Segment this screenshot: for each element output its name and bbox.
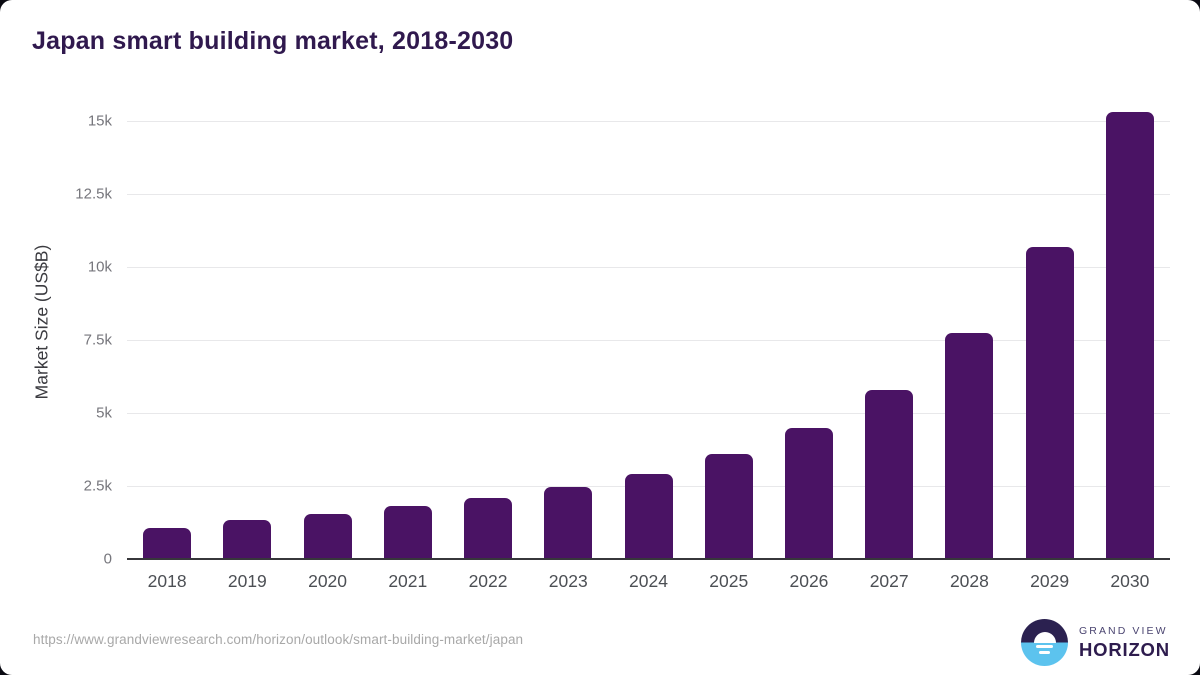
sun-reflection-line-1	[1036, 644, 1053, 648]
gridline-5k	[127, 412, 1170, 414]
y-tick-10k: 10k	[87, 258, 112, 276]
bar-2022[interactable]	[464, 497, 513, 559]
bar-2018[interactable]	[143, 528, 192, 559]
y-tick-12.5k: 12.5k	[75, 185, 112, 203]
x-tick-2023: 2023	[548, 571, 588, 591]
logo-product-name: HORIZON	[1079, 638, 1170, 660]
bar-2023[interactable]	[544, 487, 593, 559]
gridline-7.5k	[127, 339, 1170, 341]
sun-reflection-line-2	[1039, 650, 1050, 654]
x-tick-2030: 2030	[1110, 571, 1150, 591]
x-axis-line	[127, 558, 1170, 560]
x-tick-2021: 2021	[388, 571, 428, 591]
bar-2019[interactable]	[223, 519, 272, 559]
bar-2028[interactable]	[945, 332, 994, 559]
bar-2020[interactable]	[303, 513, 352, 559]
x-tick-2029: 2029	[1030, 571, 1070, 591]
horizon-sunrise-icon	[1021, 619, 1068, 666]
bar-2030[interactable]	[1105, 112, 1154, 559]
gridline-12.5k	[127, 193, 1170, 195]
chart-title: Japan smart building market, 2018-2030	[32, 27, 514, 55]
x-tick-2026: 2026	[789, 571, 829, 591]
x-tick-2028: 2028	[949, 571, 989, 591]
y-tick-0: 0	[103, 550, 112, 568]
x-tick-2025: 2025	[709, 571, 749, 591]
gridline-10k	[127, 266, 1170, 268]
gridline-15k	[127, 120, 1170, 122]
bar-2029[interactable]	[1025, 246, 1074, 559]
bar-2026[interactable]	[784, 427, 833, 559]
y-axis-ticks: 0 2.5k 5k 7.5k 10k 12.5k 15k	[0, 95, 112, 568]
bar-2024[interactable]	[624, 474, 673, 559]
x-tick-2024: 2024	[629, 571, 668, 591]
logo-text: GRAND VIEW HORIZON	[1079, 625, 1170, 661]
x-tick-2020: 2020	[308, 571, 348, 591]
bar-2021[interactable]	[383, 506, 432, 559]
logo-brand-name: GRAND VIEW	[1079, 624, 1168, 637]
x-tick-2022: 2022	[468, 571, 508, 591]
bar-2025[interactable]	[704, 453, 753, 559]
plot-area	[127, 95, 1170, 560]
bar-2027[interactable]	[865, 389, 914, 559]
y-tick-2.5k: 2.5k	[83, 477, 112, 495]
sun-dome-shape	[1033, 631, 1056, 643]
x-axis-labels: 2018 2019 2020 2021 2022 2023 2024 2025 2026 2027…	[127, 571, 1170, 595]
y-tick-15k: 15k	[87, 112, 112, 130]
grand-view-horizon-logo: GRAND VIEW HORIZON	[1021, 619, 1170, 666]
x-tick-2018: 2018	[147, 571, 187, 591]
y-tick-5k: 5k	[96, 404, 112, 422]
x-tick-2027: 2027	[869, 571, 909, 591]
source-url: https://www.grandviewresearch.com/horizo…	[33, 632, 524, 647]
y-tick-7.5k: 7.5k	[83, 331, 112, 349]
x-tick-2019: 2019	[227, 571, 267, 591]
